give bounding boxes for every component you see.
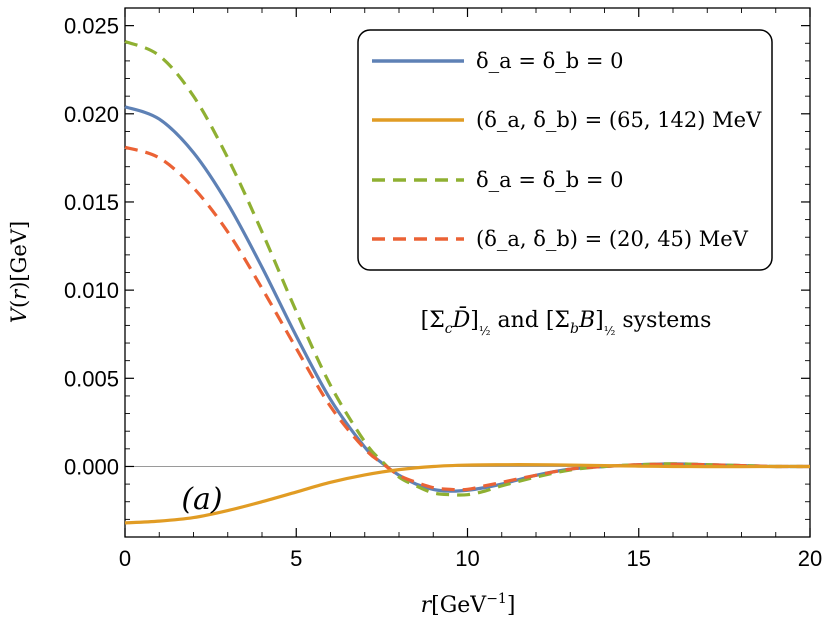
legend-label: δ_a = δ_b = 0 bbox=[476, 168, 624, 192]
panel-label: (a) bbox=[181, 482, 222, 517]
y-tick-label: 0.025 bbox=[64, 14, 119, 39]
x-tick-label: 15 bbox=[627, 546, 651, 571]
series-delta-20-45-dashed bbox=[124, 145, 811, 492]
y-tick-label: 0.015 bbox=[64, 190, 119, 215]
x-tick-label: 10 bbox=[455, 546, 479, 571]
legend-label: (δ_a, δ_b) = (20, 45) MeV bbox=[476, 227, 749, 251]
series-delta-65-142-solid bbox=[124, 463, 811, 525]
systems-label: [ΣcD̄]½ and [ΣbB]½ systems bbox=[421, 306, 712, 338]
axis-tick-labels: 0 5 10 15 20 0.000 0.005 0.010 0.015 0.020 0.025 bbox=[64, 14, 822, 571]
y-tick-label: 0.020 bbox=[64, 102, 119, 127]
y-tick-label: 0.000 bbox=[64, 454, 119, 479]
legend-label: δ_a = δ_b = 0 bbox=[476, 49, 624, 73]
x-tick-label: 20 bbox=[798, 546, 822, 571]
x-axis-label: r[GeV−1] bbox=[421, 591, 516, 618]
y-axis-label: V(r)[GeV] bbox=[7, 221, 31, 323]
x-tick-label: 0 bbox=[119, 546, 131, 571]
series-layer bbox=[124, 39, 811, 525]
legend-box bbox=[357, 29, 773, 271]
legend: δ_a = δ_b = 0 (δ_a, δ_b) = (65, 142) MeV δ… bbox=[357, 29, 773, 271]
y-tick-label: 0.010 bbox=[64, 278, 119, 303]
x-tick-label: 5 bbox=[290, 546, 302, 571]
y-tick-label: 0.005 bbox=[64, 366, 119, 391]
legend-label: (δ_a, δ_b) = (65, 142) MeV bbox=[476, 108, 762, 132]
